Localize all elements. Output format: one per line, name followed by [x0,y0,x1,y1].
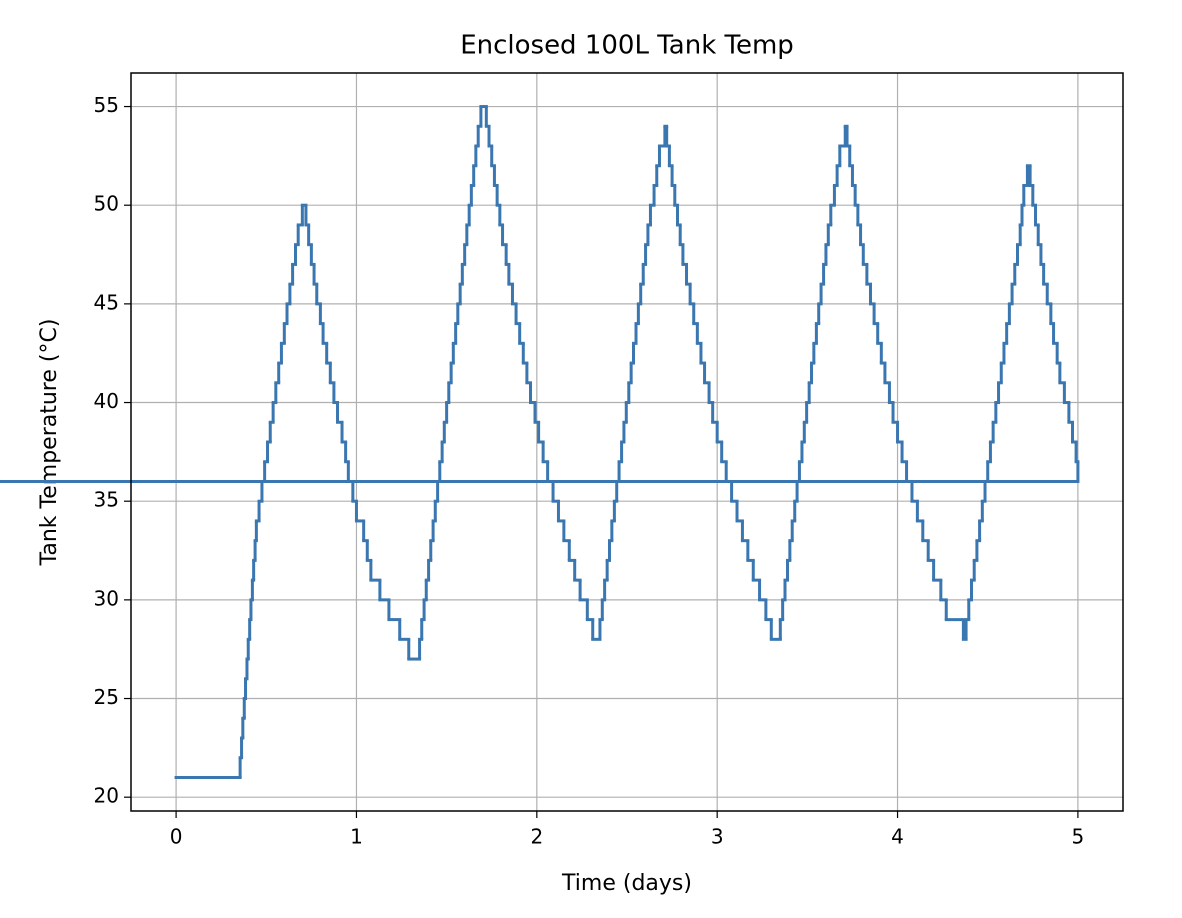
y-tick-label: 20 [94,784,119,808]
step-riser [238,106,1080,778]
x-tick-label: 1 [350,825,363,849]
y-tick-label: 45 [94,290,119,314]
y-tick-label: 30 [94,586,119,610]
y-tick-label: 35 [94,488,119,512]
x-tick-label: 5 [1072,825,1085,849]
x-tick-label: 0 [170,825,183,849]
y-tick-label: 25 [94,685,119,709]
y-tick-label: 50 [94,192,119,216]
x-tick-label: 3 [711,825,724,849]
plot-frame [130,72,1124,812]
y-axis-label: Tank Temperature (°C) [37,319,62,567]
x-tick-label: 2 [530,825,543,849]
y-tick-label: 40 [94,389,119,413]
x-tick-label: 4 [891,825,904,849]
x-axis-label: Time (days) [561,871,692,896]
y-tick-label: 55 [94,93,119,117]
chart-title: Enclosed 100L Tank Temp [460,31,794,61]
